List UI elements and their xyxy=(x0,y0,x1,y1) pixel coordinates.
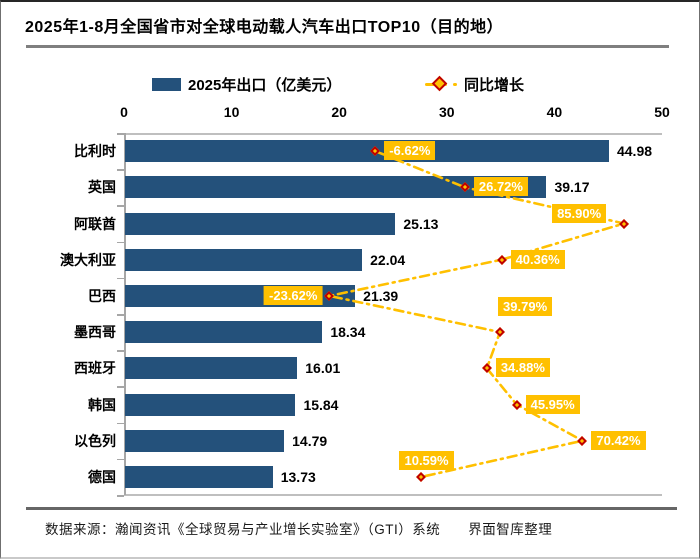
category-axis-tick xyxy=(117,386,124,388)
data-source-note: 数据来源：瀚闻资讯《全球贸易与产业增长实验室》（GTI）系统 界面智库整理 xyxy=(45,522,553,537)
legend-label-export: 2025年出口（亿美元） xyxy=(188,76,342,94)
growth-marker-diamond-icon xyxy=(496,254,507,265)
value-axis-tick-label: 10 xyxy=(223,104,240,120)
legend-item-export: 2025年出口（亿美元） xyxy=(152,75,342,94)
value-axis-tick-label: 40 xyxy=(546,104,563,120)
category-axis-tick xyxy=(117,495,124,497)
growth-value-label: 40.36% xyxy=(510,249,565,269)
bar-value-label: 39.17 xyxy=(554,179,590,196)
legend-label-growth: 同比增长 xyxy=(464,76,525,94)
category-axis-tick xyxy=(117,314,124,316)
bar-value-label: 16.01 xyxy=(305,360,341,377)
plot-border-top xyxy=(124,133,662,135)
bar xyxy=(125,212,396,235)
bar-value-label: 25.13 xyxy=(403,215,439,232)
bar-series-swatch-icon xyxy=(152,77,181,91)
plot-border-bottom xyxy=(124,494,662,496)
growth-marker-diamond-icon xyxy=(577,435,588,446)
category-label: 韩国 xyxy=(88,396,116,413)
chart-title: 2025年1-8月全国省市对全球电动载人汽车出口TOP10（目的地） xyxy=(25,19,504,36)
category-label: 比利时 xyxy=(74,143,116,160)
category-axis-tick xyxy=(117,169,124,171)
bar-value-label: 44.98 xyxy=(616,143,653,160)
bar xyxy=(125,248,363,271)
bar-value-label: 15.84 xyxy=(303,396,339,413)
growth-value-label: 26.72% xyxy=(473,177,528,197)
category-label: 澳大利亚 xyxy=(60,251,116,268)
line-series-marker-icon xyxy=(425,75,457,92)
growth-marker-diamond-icon xyxy=(416,471,427,482)
category-label: 西班牙 xyxy=(74,360,116,377)
bar-value-label: 13.73 xyxy=(280,468,316,485)
value-axis-tick-label: 20 xyxy=(331,104,347,120)
growth-value-label: 85.90% xyxy=(552,203,607,223)
bar xyxy=(125,429,285,452)
category-axis-tick xyxy=(117,422,124,425)
value-axis-tick-label: 30 xyxy=(439,104,455,120)
bar xyxy=(125,140,609,163)
category-label: 以色列 xyxy=(74,432,116,449)
category-label: 阿联酋 xyxy=(74,215,116,232)
bar xyxy=(125,393,296,416)
growth-value-label: 70.42% xyxy=(591,430,646,450)
growth-marker-diamond-icon xyxy=(495,327,505,338)
growth-marker-diamond-icon xyxy=(619,218,630,229)
category-label: 墨西哥 xyxy=(74,324,116,341)
category-axis-line xyxy=(124,133,126,495)
category-axis-tick xyxy=(117,133,124,135)
bar xyxy=(125,321,323,344)
growth-value-label: 34.88% xyxy=(495,358,550,378)
value-axis-tick-label: 0 xyxy=(120,104,128,120)
growth-value-label: -6.62% xyxy=(384,141,436,161)
bar xyxy=(125,465,273,488)
category-label: 巴西 xyxy=(88,287,116,304)
category-label: 德国 xyxy=(88,468,116,485)
growth-value-label: 39.79% xyxy=(498,297,553,317)
growth-marker-diamond-icon xyxy=(511,399,522,410)
category-axis-tick xyxy=(117,241,124,244)
value-axis-tick-label: 50 xyxy=(654,104,670,120)
bar-value-label: 21.39 xyxy=(363,287,399,304)
category-axis-tick xyxy=(117,458,124,461)
bar-value-label: 18.34 xyxy=(330,324,366,341)
legend-item-growth: 同比增长 xyxy=(425,75,525,94)
category-axis-tick xyxy=(117,277,124,280)
footer-divider xyxy=(26,507,677,510)
category-axis-tick xyxy=(117,205,124,207)
growth-value-label: -23.62% xyxy=(264,285,323,305)
category-axis-tick xyxy=(117,350,124,352)
title-divider xyxy=(26,45,669,48)
bar-value-label: 14.79 xyxy=(292,432,328,449)
bar xyxy=(125,357,298,380)
growth-value-label: 10.59% xyxy=(399,450,454,470)
growth-marker-diamond-icon xyxy=(481,363,492,374)
category-label: 英国 xyxy=(88,179,116,196)
bar-value-label: 22.04 xyxy=(370,251,406,268)
growth-value-label: 45.95% xyxy=(525,394,580,414)
